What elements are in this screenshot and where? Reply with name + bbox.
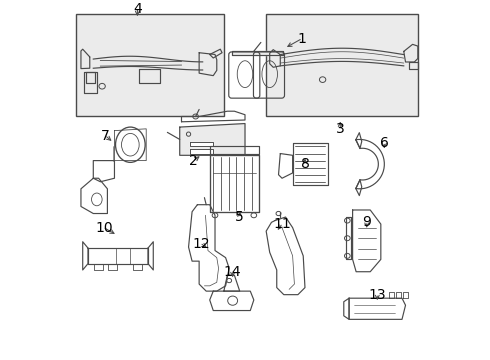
Text: 13: 13 [368,288,386,302]
Polygon shape [190,149,213,154]
Text: 4: 4 [133,2,142,16]
Text: 2: 2 [190,154,198,168]
Text: 5: 5 [235,210,244,224]
Text: 10: 10 [95,221,113,235]
Polygon shape [180,123,245,155]
Text: 7: 7 [101,129,110,143]
Text: 11: 11 [273,217,291,231]
Polygon shape [232,51,283,55]
Bar [75,14,224,117]
Polygon shape [190,142,213,147]
Text: 3: 3 [336,122,344,136]
Text: 1: 1 [297,32,306,46]
Text: 12: 12 [192,237,210,251]
Bar [266,14,418,117]
Polygon shape [86,72,95,83]
Text: 8: 8 [300,157,309,171]
Text: 6: 6 [380,136,389,150]
Text: 9: 9 [362,215,371,229]
Text: 14: 14 [224,265,242,279]
